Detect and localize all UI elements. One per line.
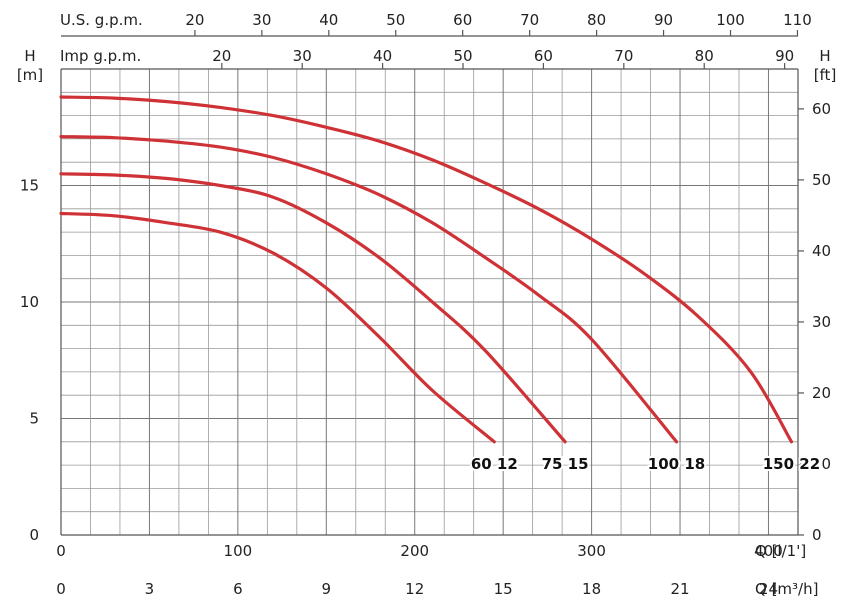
x-tick-label: 0 <box>56 542 66 560</box>
imp-gpm-tick-label: 80 <box>695 47 714 65</box>
x-secondary-tick-label: 12 <box>405 580 424 598</box>
y-left-tick-label: 10 <box>20 293 39 311</box>
performance-curves <box>59 95 794 444</box>
x-secondary-tick-label: 3 <box>145 580 155 598</box>
curve-label: 60 12 <box>471 455 518 473</box>
imp-gpm-tick-label: 30 <box>293 47 312 65</box>
y-right-tick-label: 30 <box>812 313 831 331</box>
y-axis-right-title: H <box>819 47 830 65</box>
us-gpm-tick-label: 100 <box>716 11 745 29</box>
us-gpm-tick-label: 70 <box>520 11 539 29</box>
y-right-tick-label: 40 <box>812 242 831 260</box>
us-gpm-tick-label: 30 <box>252 11 271 29</box>
us-gpm-tick-label: 50 <box>386 11 405 29</box>
x-tick-label: 400 <box>754 542 783 560</box>
y-axis-left-title: H <box>24 47 35 65</box>
us-gpm-tick-label: 90 <box>654 11 673 29</box>
curve-label: 100 18 <box>648 455 705 473</box>
imp-gpm-tick-label: 70 <box>614 47 633 65</box>
curve-label: 75 15 <box>542 455 589 473</box>
y-right-tick-label: 0 <box>812 526 822 544</box>
imp-gpm-tick-label: 90 <box>775 47 794 65</box>
pump-curve-60-12 <box>59 211 496 444</box>
x-secondary-tick-label: 24 <box>759 580 778 598</box>
x-secondary-tick-label: 9 <box>322 580 332 598</box>
imp-gpm-tick-label: 20 <box>212 47 231 65</box>
y-axis-right-unit: [ft] <box>814 66 837 84</box>
axes <box>60 30 804 536</box>
grid <box>61 68 799 535</box>
imp-gpm-tick-label: 60 <box>534 47 553 65</box>
x-secondary-tick-label: 6 <box>233 580 243 598</box>
y-right-tick-label: 10 <box>812 455 831 473</box>
imp-gpm-axis-label: Imp g.p.m. <box>60 47 141 65</box>
us-gpm-axis-label: U.S. g.p.m. <box>60 11 143 29</box>
x-axis-label: Q [l/1'] <box>755 542 806 560</box>
pump-curve-75-15 <box>59 172 567 444</box>
us-gpm-tick-label: 60 <box>453 11 472 29</box>
x-tick-label: 200 <box>400 542 429 560</box>
y-right-tick-label: 50 <box>812 171 831 189</box>
curve-label: 150 22 <box>763 455 820 473</box>
x-secondary-tick-label: 15 <box>494 580 513 598</box>
x-tick-label: 100 <box>224 542 253 560</box>
x-secondary-tick-label: 18 <box>582 580 601 598</box>
y-right-tick-label: 60 <box>812 100 831 118</box>
y-left-tick-label: 5 <box>29 410 39 428</box>
x-secondary-axis-label: Q [m³/h] <box>755 580 818 598</box>
x-secondary-tick-label: 0 <box>56 580 66 598</box>
y-left-tick-label: 15 <box>20 177 39 195</box>
pump-curve-100-18 <box>59 135 679 444</box>
y-axis-left-unit: [m] <box>17 66 43 84</box>
us-gpm-tick-label: 20 <box>185 11 204 29</box>
pump-curve-150-22 <box>59 95 794 444</box>
imp-gpm-tick-label: 40 <box>373 47 392 65</box>
y-right-tick-label: 20 <box>812 384 831 402</box>
us-gpm-tick-label: 110 <box>783 11 812 29</box>
x-tick-label: 300 <box>577 542 606 560</box>
us-gpm-tick-label: 40 <box>319 11 338 29</box>
y-left-tick-label: 0 <box>29 526 39 544</box>
us-gpm-tick-label: 80 <box>587 11 606 29</box>
imp-gpm-tick-label: 50 <box>453 47 472 65</box>
x-secondary-tick-label: 21 <box>670 580 689 598</box>
